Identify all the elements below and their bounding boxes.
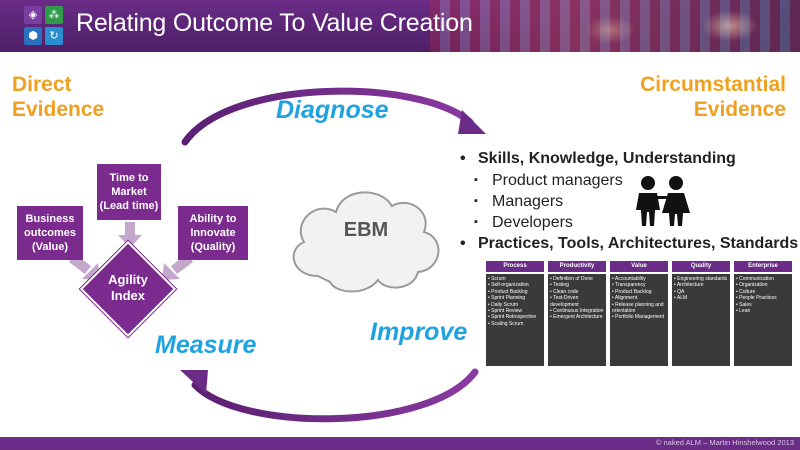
- area-item: Release planning and orientation: [612, 302, 666, 315]
- area-item: Product Backlog: [612, 289, 666, 295]
- area-item: Scrum: [488, 276, 542, 282]
- time-to-market-box: Time to Market (Lead time): [97, 164, 161, 220]
- agility-index-label: Agility Index: [92, 272, 164, 304]
- area-item: Test-Driven development: [550, 295, 604, 308]
- area-title: Quality: [672, 261, 730, 272]
- area-item: Sprint Planning: [488, 295, 542, 301]
- diagnose-label: Diagnose: [276, 96, 389, 124]
- area-item: Clean code: [550, 289, 604, 295]
- bullet-developers: Developers: [460, 212, 800, 233]
- bullet-list: Skills, Knowledge, Understanding Product…: [460, 148, 800, 255]
- area-column: Productivity Definition of Done Testing …: [548, 261, 606, 366]
- network-icon: ⁂: [45, 6, 63, 24]
- area-item: Product Backlog: [488, 289, 542, 295]
- area-item: Portfolio Management: [612, 314, 666, 320]
- direct-line-2: Evidence: [12, 98, 105, 121]
- area-item: Transparency: [612, 282, 666, 288]
- ability-to-innovate-box: Ability to Innovate (Quality): [178, 206, 248, 260]
- area-item: Architecture: [674, 282, 728, 288]
- area-item: Emergent Architecture: [550, 314, 604, 320]
- copyright-text: © naked ALM – Martin Hinshelwood 2013: [655, 438, 794, 447]
- area-items: Definition of Done Testing Clean code Te…: [548, 274, 606, 366]
- header-photo-banner: [430, 0, 800, 52]
- circumstantial-evidence-label: Circumstantial Evidence: [640, 72, 786, 122]
- area-item: Sprint Retrospective: [488, 314, 542, 320]
- area-column: Value Accountability Transparency Produc…: [610, 261, 668, 366]
- logo-grid: ◈ ⁂ ⬢ ↻: [24, 6, 64, 46]
- footer-bar: © naked ALM – Martin Hinshelwood 2013: [0, 437, 800, 450]
- visual-studio-icon: ◈: [24, 6, 42, 24]
- ttm-line-2: Market: [111, 186, 147, 198]
- area-item: Alignment: [612, 295, 666, 301]
- circ-line-2: Evidence: [693, 98, 786, 121]
- area-item: Culture: [736, 289, 790, 295]
- improve-label: Improve: [370, 318, 468, 346]
- area-title: Productivity: [548, 261, 606, 272]
- page-title: Relating Outcome To Value Creation: [76, 9, 473, 37]
- area-item: Lean: [736, 308, 790, 314]
- bo-line-3: (Value): [31, 241, 69, 253]
- ai-line-1: Ability to: [189, 213, 237, 225]
- area-column: Quality Engineering standards Architectu…: [672, 261, 730, 366]
- header-bar: ◈ ⁂ ⬢ ↻ Relating Outcome To Value Creati…: [0, 0, 800, 52]
- area-item: Sprint Review: [488, 308, 542, 314]
- ttm-line-1: Time to: [109, 172, 149, 184]
- area-item: Self-organization: [488, 282, 542, 288]
- area-title: Enterprise: [734, 261, 792, 272]
- area-items: Accountability Transparency Product Back…: [610, 274, 668, 366]
- bullet-practices: Practices, Tools, Architectures, Standar…: [460, 233, 800, 255]
- area-item: Accountability: [612, 276, 666, 282]
- area-item: Testing: [550, 282, 604, 288]
- bullet-product-managers: Product managers: [460, 170, 800, 191]
- business-outcomes-box: Business outcomes (Value): [17, 206, 83, 260]
- area-title: Value: [610, 261, 668, 272]
- sync-icon: ↻: [45, 27, 63, 45]
- area-item: Engineering standards: [674, 276, 728, 282]
- circ-line-1: Circumstantial: [640, 73, 786, 96]
- area-item: Organization: [736, 282, 790, 288]
- bullet-skills: Skills, Knowledge, Understanding: [460, 148, 800, 170]
- direct-evidence-label: Direct Evidence: [12, 72, 104, 122]
- area-column: Enterprise Communication Organization Cu…: [734, 261, 792, 366]
- measure-label: Measure: [155, 331, 257, 359]
- area-item: Continuous Integration: [550, 308, 604, 314]
- ttm-line-3: (Lead time): [99, 200, 159, 212]
- area-items: Communication Organization Culture Peopl…: [734, 274, 792, 366]
- bullet-managers: Managers: [460, 191, 800, 212]
- agility-line-1: Agility: [108, 272, 148, 287]
- bo-line-2: outcomes: [24, 227, 76, 239]
- area-item: Definition of Done: [550, 276, 604, 282]
- area-items: Engineering standards Architecture QA AL…: [672, 274, 730, 366]
- direct-line-1: Direct: [12, 73, 72, 96]
- area-item: QA: [674, 289, 728, 295]
- ebm-label: EBM: [343, 219, 389, 241]
- ebm-cloud: [292, 191, 440, 293]
- area-item: Scaling Scrum: [488, 321, 542, 327]
- area-item: People Practices: [736, 295, 790, 301]
- area-item: Daily Scrum: [488, 302, 542, 308]
- area-item: Sales: [736, 302, 790, 308]
- ai-line-2: Innovate: [190, 227, 236, 239]
- area-title: Process: [486, 261, 544, 272]
- area-column: Process Scrum Self-organization Product …: [486, 261, 544, 366]
- agility-line-2: Index: [111, 288, 145, 303]
- ai-line-3: (Quality): [190, 241, 236, 253]
- area-item: ALM: [674, 295, 728, 301]
- alm-shield-icon: ⬢: [24, 27, 42, 45]
- area-items: Scrum Self-organization Product Backlog …: [486, 274, 544, 366]
- area-item: Communication: [736, 276, 790, 282]
- bo-line-1: Business: [25, 213, 75, 225]
